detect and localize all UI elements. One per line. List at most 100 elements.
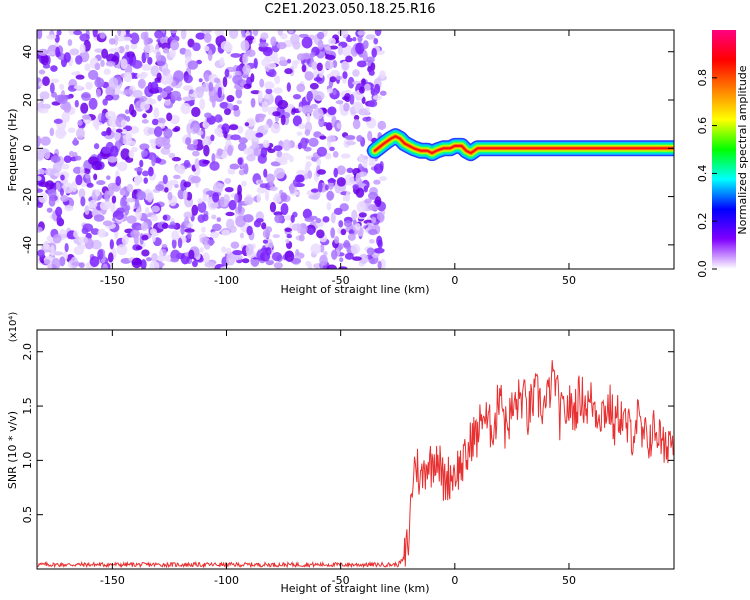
noise-speckle: [222, 76, 228, 88]
noise-speckle: [155, 184, 165, 192]
noise-speckle: [92, 30, 98, 38]
noise-speckle: [88, 156, 99, 165]
noise-speckle: [71, 71, 80, 76]
noise-speckle: [344, 174, 355, 186]
noise-speckle: [130, 229, 140, 239]
noise-speckle: [73, 30, 83, 36]
noise-speckle: [270, 161, 281, 167]
signal-ridge: [366, 128, 674, 162]
noise-speckle: [373, 179, 381, 185]
noise-speckle: [146, 192, 153, 203]
noise-speckle: [192, 123, 200, 134]
noise-speckle: [328, 37, 336, 45]
noise-speckle: [208, 81, 214, 92]
noise-speckle: [253, 147, 261, 157]
noise-speckle: [49, 127, 55, 137]
noise-speckle: [146, 97, 153, 103]
noise-speckle: [197, 201, 207, 213]
noise-speckle: [187, 232, 192, 240]
noise-speckle: [326, 135, 336, 143]
noise-speckle: [117, 30, 122, 37]
noise-speckle: [316, 169, 327, 175]
noise-speckle: [211, 96, 216, 108]
noise-speckle: [335, 75, 343, 80]
noise-speckle: [170, 249, 181, 261]
noise-speckle: [294, 174, 305, 183]
noise-speckle: [236, 100, 243, 105]
noise-speckle: [202, 136, 209, 148]
noise-speckle: [346, 167, 354, 174]
noise-speckle: [281, 152, 291, 161]
noise-speckle: [132, 89, 143, 99]
colorbar-tick-label: 0.0: [696, 260, 709, 278]
noise-speckle: [366, 247, 375, 256]
noise-speckle: [265, 259, 274, 266]
noise-speckle: [226, 95, 235, 103]
noise-speckle: [371, 47, 377, 58]
noise-speckle: [349, 94, 355, 105]
noise-speckle: [135, 245, 143, 251]
colorbar-ticks: 0.0 0.2 0.4 0.6 0.8: [696, 69, 717, 278]
noise-speckle: [180, 30, 187, 40]
noise-speckle: [352, 219, 357, 226]
noise-speckle: [160, 42, 172, 50]
noise-speckle: [376, 235, 383, 247]
noise-speckle: [352, 119, 361, 130]
noise-speckle: [290, 33, 300, 45]
noise-speckle: [139, 159, 144, 168]
noise-speckle: [277, 30, 283, 36]
noise-speckle: [199, 247, 204, 253]
noise-speckle: [344, 135, 356, 140]
noise-speckle: [183, 74, 193, 84]
noise-speckle: [250, 90, 261, 95]
noise-speckle: [336, 177, 346, 187]
noise-speckle: [316, 158, 322, 167]
noise-speckle: [261, 101, 269, 113]
noise-speckle: [169, 30, 178, 34]
noise-speckle: [270, 36, 277, 47]
noise-speckle: [133, 175, 143, 184]
noise-speckle: [166, 73, 174, 85]
noise-speckle: [376, 212, 384, 221]
noise-speckle: [333, 207, 343, 216]
noise-speckle: [156, 72, 162, 82]
noise-speckle: [47, 50, 57, 56]
noise-speckle: [118, 46, 125, 54]
noise-speckle: [356, 60, 367, 68]
noise-speckle: [70, 181, 78, 193]
noise-speckle: [83, 236, 89, 244]
noise-speckle: [310, 51, 316, 58]
noise-speckle: [194, 158, 200, 170]
noise-speckle: [276, 41, 287, 50]
x-tick-label: -150: [100, 574, 125, 587]
noise-speckle: [75, 55, 83, 65]
noise-speckle: [286, 234, 292, 239]
noise-speckle: [237, 184, 242, 196]
noise-speckle: [164, 187, 169, 193]
noise-speckle: [273, 87, 283, 94]
noise-speckle: [170, 258, 179, 263]
noise-speckle: [273, 167, 285, 179]
noise-speckle: [319, 68, 324, 79]
noise-speckle: [143, 177, 148, 184]
noise-speckle: [71, 261, 81, 267]
noise-speckle: [171, 230, 180, 241]
noise-speckle: [125, 115, 131, 122]
noise-speckle: [147, 56, 153, 65]
noise-speckle: [350, 243, 361, 255]
noise-speckle: [171, 156, 181, 162]
noise-speckle: [107, 156, 118, 163]
noise-speckle: [358, 154, 364, 163]
noise-speckle: [101, 146, 111, 154]
noise-speckle: [121, 134, 133, 146]
snr-series-line: [37, 360, 674, 569]
noise-speckle: [170, 39, 180, 51]
snr-frame: [36, 329, 675, 570]
noise-speckle: [228, 124, 239, 131]
noise-speckle: [186, 144, 198, 151]
noise-speckle: [267, 62, 277, 70]
noise-speckle: [365, 34, 376, 40]
noise-speckle: [296, 53, 306, 61]
noise-speckle: [316, 62, 323, 72]
noise-speckle: [221, 229, 231, 236]
